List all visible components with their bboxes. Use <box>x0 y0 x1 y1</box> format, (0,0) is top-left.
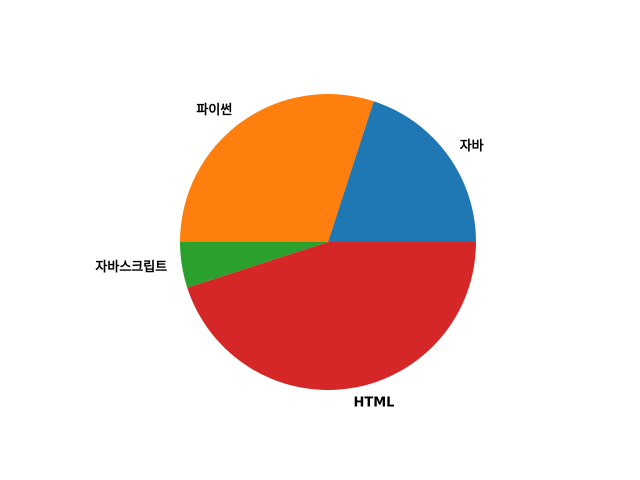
pie-slice-3 <box>187 242 477 391</box>
pie-slices <box>179 93 477 391</box>
pie-slice-1 <box>179 93 374 243</box>
pie-label-0: 자바 <box>460 138 484 154</box>
pie-label-3: HTML <box>353 395 394 410</box>
pie-label-2: 자바스크립트 <box>95 259 167 275</box>
pie-slice-2 <box>180 242 328 288</box>
pie-label-1: 파이썬 <box>196 102 232 118</box>
pie-slice-0 <box>328 101 476 243</box>
